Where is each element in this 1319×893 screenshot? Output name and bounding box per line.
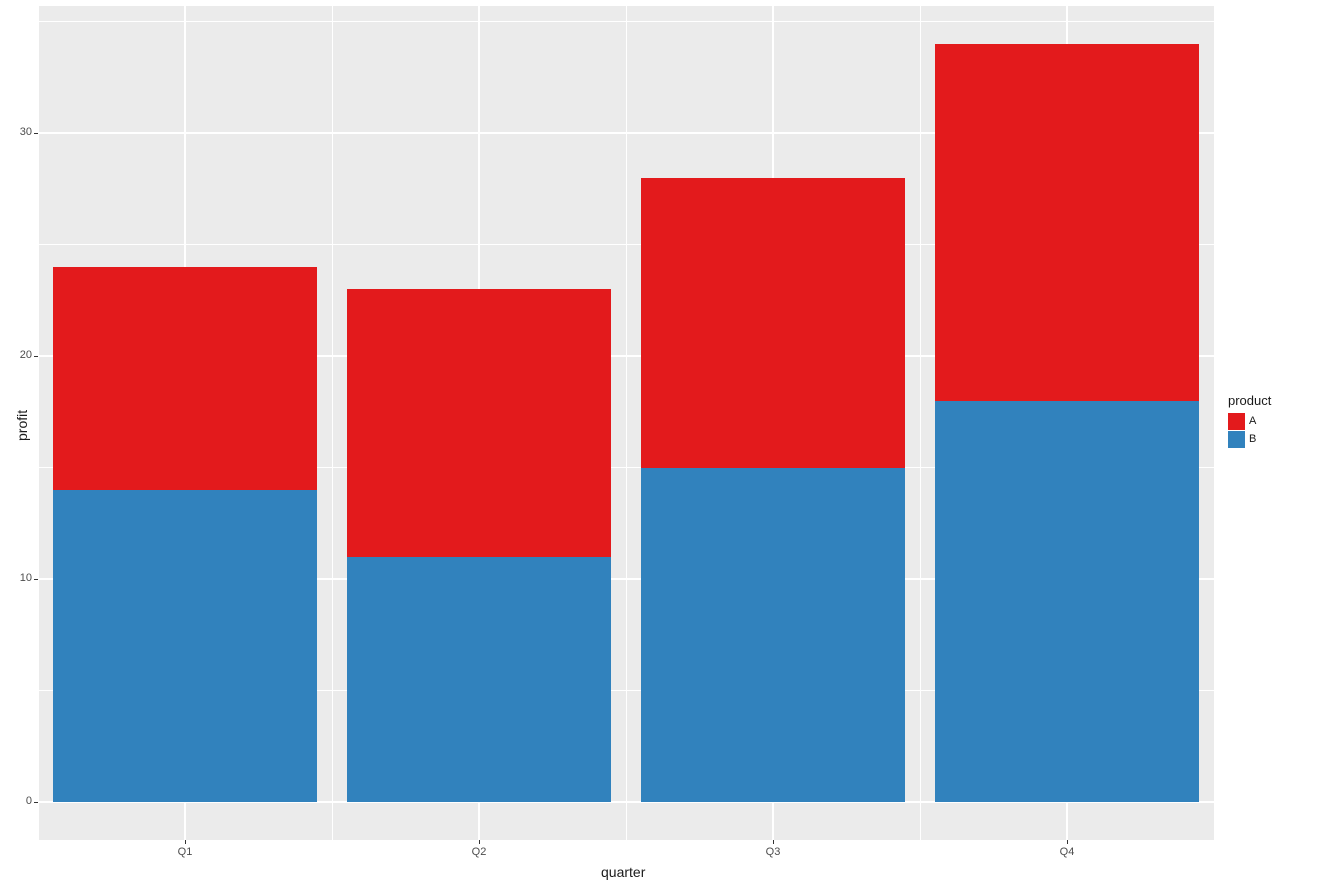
legend: product AB [1228,393,1271,448]
x-tick-label: Q2 [429,846,529,858]
bar-segment [347,289,612,557]
x-tick [1067,840,1068,844]
y-tick-label: 10 [20,572,32,584]
bar-segment [641,178,906,468]
bar-segment [935,401,1200,802]
plot-panel [38,6,1214,840]
legend-title: product [1228,393,1271,408]
gridline-x-minor [38,6,39,840]
chart-figure: 0 10 20 30 Q1 Q2 Q3 Q4 profit quarter product … [0,0,1319,893]
y-tick-label: 20 [20,349,32,361]
x-tick-label: Q4 [1017,846,1117,858]
y-tick [34,579,38,580]
bar-segment [641,468,906,802]
legend-item: A [1228,412,1271,430]
x-axis-title: quarter [601,864,645,880]
legend-item: B [1228,430,1271,448]
bar-segment [347,557,612,802]
bar-segment [53,490,318,802]
y-axis-title: profit [14,410,30,441]
x-tick [185,840,186,844]
x-tick [479,840,480,844]
bar-segment [935,44,1200,401]
y-tick [34,802,38,803]
y-tick-label: 30 [20,126,32,138]
legend-label: B [1249,433,1256,445]
legend-swatch [1228,413,1245,430]
x-tick [773,840,774,844]
legend-items: AB [1228,412,1271,448]
gridline-x-minor [332,6,333,840]
gridline-x-minor [920,6,921,840]
legend-swatch [1228,431,1245,448]
bar-segment [53,267,318,490]
gridline-x-minor [1214,6,1215,840]
y-tick-label: 0 [26,795,32,807]
y-tick [34,133,38,134]
x-tick-label: Q3 [723,846,823,858]
legend-label: A [1249,415,1256,427]
y-tick [34,356,38,357]
x-tick-label: Q1 [135,846,235,858]
gridline-x-minor [626,6,627,840]
